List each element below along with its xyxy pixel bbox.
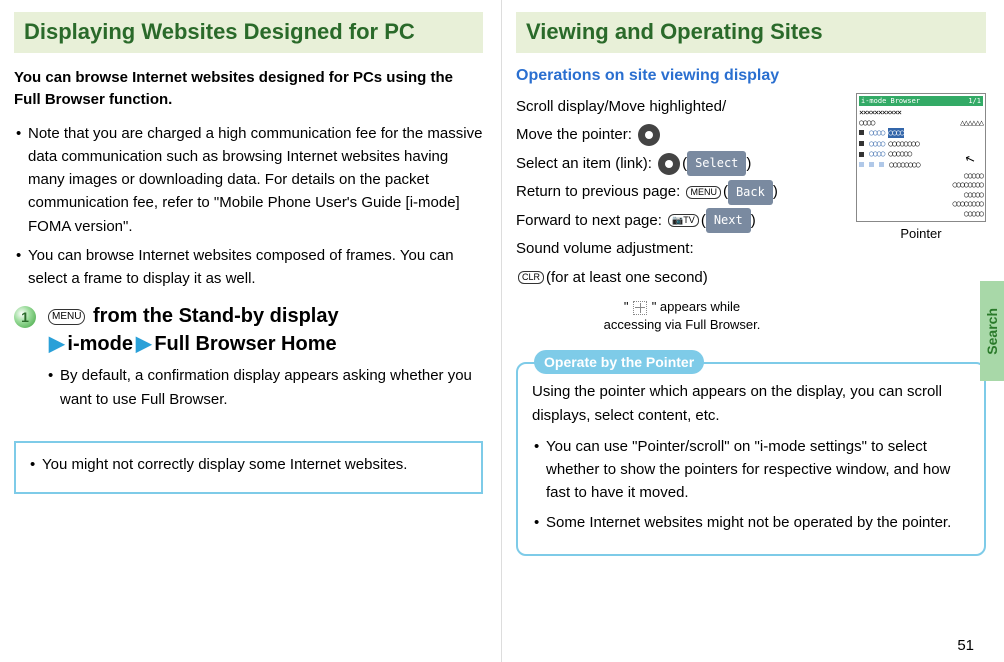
hint-2: " appears while (648, 299, 740, 314)
callout-notes: You can use "Pointer/scroll" on "i-mode … (532, 435, 970, 534)
op-sound: Sound volume adjustment: CLR(for at leas… (516, 235, 848, 292)
left-column: Displaying Websites Designed for PC You … (0, 0, 502, 662)
clr-key-icon: CLR (518, 271, 544, 284)
op-move-pointer: Move the pointer: (516, 121, 848, 150)
page-number: 51 (957, 637, 974, 654)
note-item: You can browse Internet websites compose… (14, 244, 483, 291)
callout-box: Operate by the Pointer Using the pointer… (516, 362, 986, 556)
phone-titlebar: i-mode Browser 1/1 (859, 96, 983, 106)
phone-column: i-mode Browser 1/1 ××××××××××× ○○○○△△△△△… (856, 93, 986, 335)
callout-lead: Using the pointer which appears on the d… (532, 380, 970, 427)
hint: " " appears while accessing via Full Bro… (516, 298, 848, 334)
camera-tv-key-icon: 📷TV (668, 214, 699, 227)
full-browser-icon (632, 300, 648, 316)
op-label: Select an item (link): (516, 155, 652, 172)
step-text-2b: Full Browser Home (154, 333, 336, 355)
heading-bar-right: Viewing and Operating Sites (516, 12, 986, 53)
op-tail: (for at least one second) (546, 269, 708, 286)
select-pill: Select (687, 151, 746, 176)
hint-1: " (624, 299, 632, 314)
info-box: You might not correctly display some Int… (14, 441, 483, 494)
page: Displaying Websites Designed for PC You … (0, 0, 1004, 662)
arrow-icon: ▶ (133, 333, 154, 355)
step-subnote: By default, a confirmation display appea… (46, 364, 483, 411)
menu-key-icon: MENU (48, 309, 85, 325)
step-number: 1 (14, 306, 36, 328)
side-tab: Search (980, 281, 1004, 381)
subhead: Operations on site viewing display (516, 67, 986, 85)
notes-list-left: Note that you are charged a high communi… (14, 122, 483, 291)
note-item: Note that you are charged a high communi… (14, 122, 483, 238)
step-text-2a: i-mode (67, 333, 133, 355)
ops-text: Scroll display/Move highlighted/ Move th… (516, 93, 848, 335)
ops-area: Scroll display/Move highlighted/ Move th… (516, 93, 986, 335)
info-list: You might not correctly display some Int… (28, 453, 469, 476)
lead-text: You can browse Internet websites designe… (14, 67, 483, 112)
hint-3: accessing via Full Browser. (604, 317, 761, 332)
back-pill: Back (728, 180, 773, 205)
step-text-1: from the Stand-by display (87, 305, 338, 327)
op-label: Sound volume adjustment: (516, 240, 694, 257)
step-subnotes: By default, a confirmation display appea… (46, 364, 483, 411)
arrow-icon: ▶ (46, 333, 67, 355)
side-tab-label: Search (984, 308, 1000, 355)
phone-screenshot: i-mode Browser 1/1 ××××××××××× ○○○○△△△△△… (856, 93, 986, 222)
next-pill: Next (706, 208, 751, 233)
callout-note: Some Internet websites might not be oper… (532, 511, 970, 534)
op-scroll: Scroll display/Move highlighted/ (516, 93, 848, 122)
pointer-label: Pointer (856, 226, 986, 241)
op-forward: Forward to next page: 📷TV(Next) (516, 207, 848, 236)
callout-note: You can use "Pointer/scroll" on "i-mode … (532, 435, 970, 505)
callout-tab: Operate by the Pointer (534, 350, 704, 374)
step: 1 MENU from the Stand-by display ▶i-mode… (14, 302, 483, 423)
op-label: Move the pointer: (516, 126, 632, 143)
dpad-icon (638, 124, 660, 146)
phone-title-right: 1/1 (968, 97, 981, 105)
right-column: Viewing and Operating Sites Operations o… (502, 0, 1004, 662)
heading-left: Displaying Websites Designed for PC (24, 18, 473, 47)
step-title: MENU from the Stand-by display ▶i-mode▶F… (46, 302, 483, 358)
info-item: You might not correctly display some Int… (28, 453, 469, 476)
step-body: MENU from the Stand-by display ▶i-mode▶F… (46, 302, 483, 423)
heading-right: Viewing and Operating Sites (526, 18, 976, 47)
heading-bar-left: Displaying Websites Designed for PC (14, 12, 483, 53)
op-label: Return to previous page: (516, 183, 680, 200)
op-return: Return to previous page: MENU(Back) (516, 178, 848, 207)
op-label: Forward to next page: (516, 212, 662, 229)
center-key-icon (658, 153, 680, 175)
phone-content: ××××××××××× ○○○○△△△△△△ ○○○○ ○○○○ ○○○○ ○○… (859, 108, 983, 219)
menu-key-icon: MENU (686, 186, 721, 199)
op-select: Select an item (link): (Select) (516, 150, 848, 179)
phone-title-left: i-mode Browser (861, 97, 920, 105)
